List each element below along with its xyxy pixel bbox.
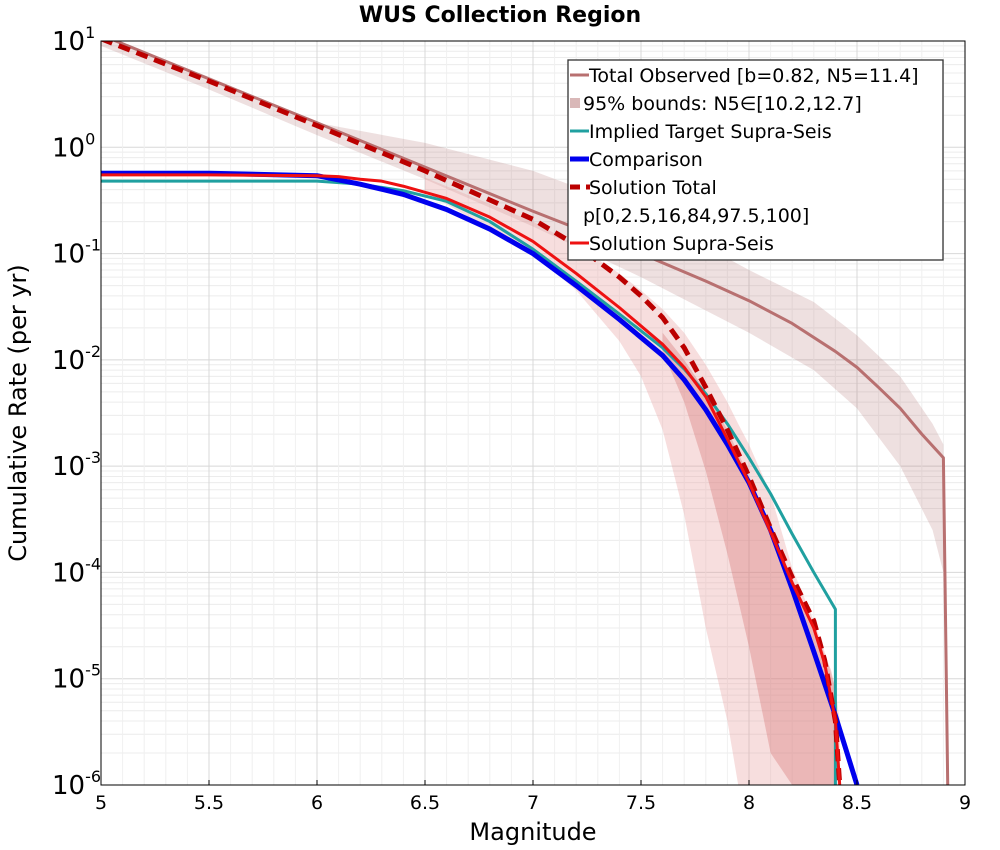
legend: Total Observed [b=0.82, N5=11.4] 95% boun… [567,59,944,261]
x-tick-label: 7 [527,792,539,814]
x-tick-label: 8.5 [842,792,872,814]
series-line [101,170,860,785]
legend-label: Implied Target Supra-Seis [589,121,832,143]
x-axis-label: Magnitude [469,818,596,846]
y-tick-label: 10-4 [52,554,101,588]
band [101,41,944,573]
y-tick-label: 10-2 [52,342,101,376]
uncertainty-bands [101,41,944,785]
legend-label: p[0,2.5,16,84,97.5,100] [583,205,809,227]
series-line [101,173,842,785]
x-tick-labels: 5 5.5 6 6.5 7 7.5 8 8.5 9 [95,780,971,814]
y-tick-label: 101 [52,23,95,57]
legend-label: Solution Supra-Seis [589,233,774,255]
legend-box [567,59,944,261]
x-tick-label: 6 [311,792,323,814]
band [425,177,840,785]
y-tick-labels: 10-6 10-5 10-4 10-3 10-2 10-1 100 101 [52,23,101,801]
y-tick-label: 10-1 [52,236,101,270]
x-tick-label: 7.5 [626,792,656,814]
y-tick-label: 100 [52,129,95,163]
chart-title: WUS Collection Region [359,3,641,28]
y-tick-label: 10-6 [52,767,101,801]
x-tick-label: 9 [959,792,971,814]
legend-label: 95% bounds: N5∈[10.2,12.7] [583,93,862,115]
y-tick-label: 10-3 [52,448,101,482]
x-tick-label: 6.5 [410,792,440,814]
series-lines [101,41,950,785]
band [662,332,836,785]
legend-label: Comparison [589,149,703,171]
x-tick-label: 8 [743,792,755,814]
series-line [111,41,950,785]
series-line [101,41,843,785]
legend-label: Total Observed [b=0.82, N5=11.4] [588,65,919,87]
x-tick-label: 5 [95,792,107,814]
legend-swatch [570,98,580,108]
y-axis-label: Cumulative Rate (per yr) [4,264,32,562]
y-tick-label: 10-5 [52,661,101,695]
legend-label: Solution Total [589,177,717,199]
x-tick-label: 5.5 [194,792,224,814]
